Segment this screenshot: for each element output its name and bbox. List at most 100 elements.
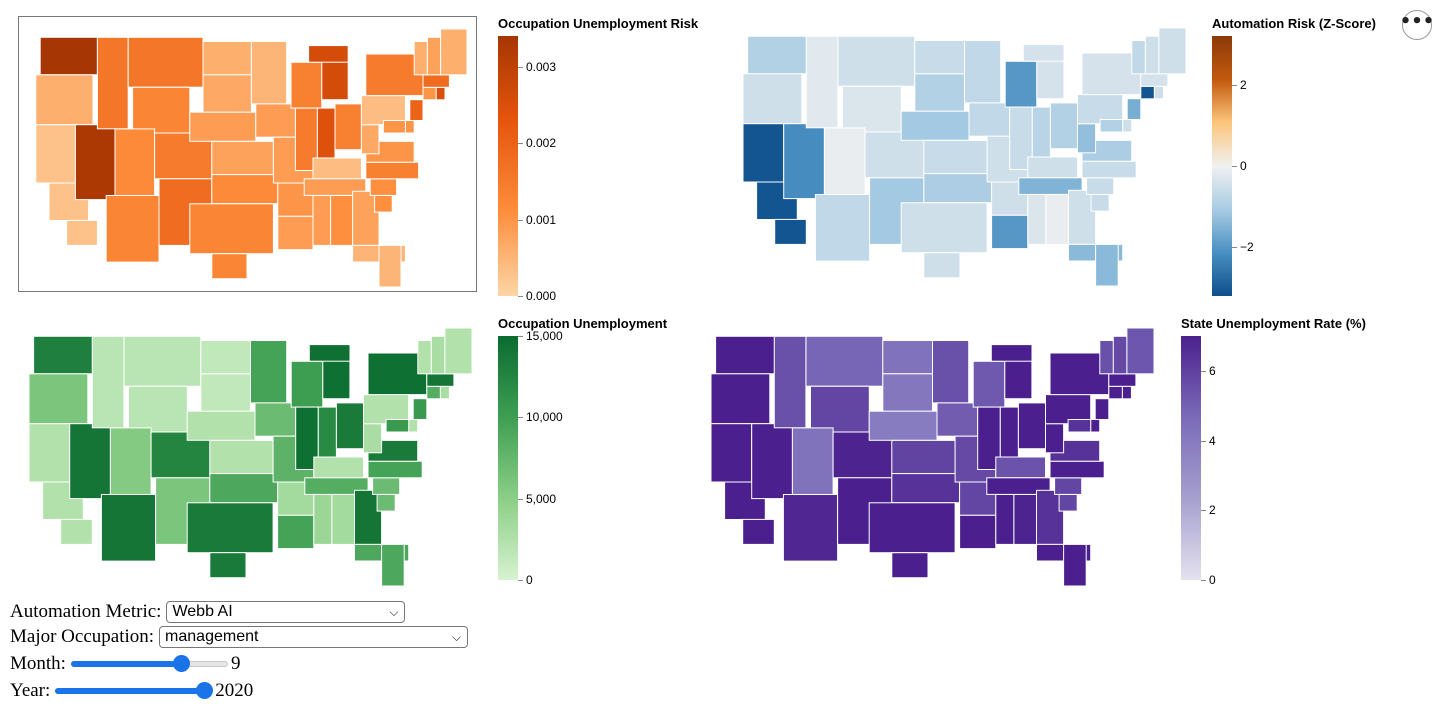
state-sd[interactable] xyxy=(200,373,252,412)
state-fl[interactable] xyxy=(1068,243,1124,287)
state-wy[interactable] xyxy=(128,385,188,433)
state-nv[interactable] xyxy=(69,423,111,500)
map-state-unemployment-rate[interactable] xyxy=(698,318,1160,594)
state-nj[interactable] xyxy=(409,99,424,121)
state-ne[interactable] xyxy=(189,111,257,142)
state-or[interactable] xyxy=(35,74,94,126)
state-fl[interactable] xyxy=(354,543,410,587)
state-ma[interactable] xyxy=(1140,73,1169,87)
state-ok[interactable] xyxy=(209,473,279,504)
state-pa[interactable] xyxy=(1045,394,1092,425)
state-tx[interactable] xyxy=(868,502,956,579)
state-nh[interactable] xyxy=(430,335,446,375)
state-ut[interactable] xyxy=(823,127,866,195)
state-mn[interactable] xyxy=(250,41,288,105)
us-map[interactable] xyxy=(18,318,477,594)
state-wi[interactable] xyxy=(290,360,324,408)
state-nh[interactable] xyxy=(426,36,442,76)
state-ks[interactable] xyxy=(891,439,956,475)
state-wa[interactable] xyxy=(33,335,93,375)
state-ct[interactable] xyxy=(1108,385,1123,400)
state-mi[interactable] xyxy=(308,45,349,101)
us-map[interactable] xyxy=(698,318,1160,594)
more-actions-button[interactable]: ••• xyxy=(1400,10,1434,40)
state-ia[interactable] xyxy=(936,402,979,437)
state-ma[interactable] xyxy=(422,74,450,88)
us-map[interactable] xyxy=(730,16,1192,292)
state-wa[interactable] xyxy=(715,335,775,375)
map-automation-risk-z-score[interactable] xyxy=(730,16,1192,292)
state-az[interactable] xyxy=(100,494,157,562)
state-ok[interactable] xyxy=(211,174,279,205)
state-de[interactable] xyxy=(404,120,415,134)
state-al[interactable] xyxy=(1045,194,1069,245)
state-ky[interactable] xyxy=(1027,156,1078,179)
state-wi[interactable] xyxy=(290,61,323,109)
state-pa[interactable] xyxy=(360,95,406,126)
state-tx[interactable] xyxy=(900,202,988,279)
state-ri[interactable] xyxy=(435,86,446,101)
state-nc[interactable] xyxy=(1081,160,1137,179)
state-az[interactable] xyxy=(782,494,839,562)
state-ne[interactable] xyxy=(868,410,938,441)
state-ks[interactable] xyxy=(209,439,274,475)
state-ma[interactable] xyxy=(426,373,455,387)
state-ri[interactable] xyxy=(1121,385,1132,400)
state-wi[interactable] xyxy=(1004,60,1038,108)
state-id[interactable] xyxy=(96,36,129,130)
state-in[interactable] xyxy=(317,406,337,458)
state-oh[interactable] xyxy=(335,402,364,450)
state-ny[interactable] xyxy=(365,53,424,97)
state-md[interactable] xyxy=(385,419,410,433)
state-mt[interactable] xyxy=(805,335,884,387)
state-vt[interactable] xyxy=(1099,340,1114,375)
state-pa[interactable] xyxy=(363,394,410,425)
state-la[interactable] xyxy=(277,514,315,550)
state-nj[interactable] xyxy=(412,398,428,420)
state-mi[interactable] xyxy=(1022,44,1065,100)
state-or[interactable] xyxy=(28,373,89,425)
state-in[interactable] xyxy=(1031,106,1051,158)
state-ca[interactable] xyxy=(710,423,775,545)
state-oh[interactable] xyxy=(1017,402,1046,450)
state-fl[interactable] xyxy=(352,244,406,288)
state-ky[interactable] xyxy=(313,456,364,479)
state-wa[interactable] xyxy=(747,35,807,75)
state-sd[interactable] xyxy=(882,373,934,412)
state-md[interactable] xyxy=(1099,119,1124,133)
state-ut[interactable] xyxy=(109,427,152,495)
automation-metric-select[interactable]: Webb AI ⌵ xyxy=(166,601,406,623)
state-oh[interactable] xyxy=(1049,102,1078,150)
state-tx[interactable] xyxy=(186,502,274,579)
state-la[interactable] xyxy=(277,215,314,251)
state-nc[interactable] xyxy=(367,460,423,479)
state-de[interactable] xyxy=(1122,119,1133,133)
state-tx[interactable] xyxy=(189,203,274,280)
state-id[interactable] xyxy=(91,335,125,429)
state-nj[interactable] xyxy=(1126,98,1142,120)
state-ky[interactable] xyxy=(995,456,1046,479)
state-vt[interactable] xyxy=(413,41,428,76)
state-wa[interactable] xyxy=(39,36,98,76)
state-ms[interactable] xyxy=(995,494,1015,545)
state-id[interactable] xyxy=(805,35,839,129)
state-nd[interactable] xyxy=(914,40,966,75)
state-wy[interactable] xyxy=(842,85,902,133)
state-ma[interactable] xyxy=(1108,373,1137,387)
state-fl[interactable] xyxy=(1036,543,1092,587)
state-ms[interactable] xyxy=(1027,194,1047,245)
state-mt[interactable] xyxy=(837,35,916,87)
state-de[interactable] xyxy=(1090,419,1101,433)
us-map[interactable] xyxy=(19,17,478,293)
state-wy[interactable] xyxy=(810,385,870,433)
major-occupation-select[interactable]: management ⌵ xyxy=(159,626,469,648)
state-me[interactable] xyxy=(1126,327,1155,375)
state-nd[interactable] xyxy=(200,340,252,375)
state-md[interactable] xyxy=(382,120,406,134)
state-wv[interactable] xyxy=(360,124,380,155)
state-ca[interactable] xyxy=(742,123,807,245)
state-mi[interactable] xyxy=(990,344,1033,400)
state-wv[interactable] xyxy=(363,423,383,454)
state-la[interactable] xyxy=(991,214,1029,250)
state-ct[interactable] xyxy=(1140,85,1155,100)
